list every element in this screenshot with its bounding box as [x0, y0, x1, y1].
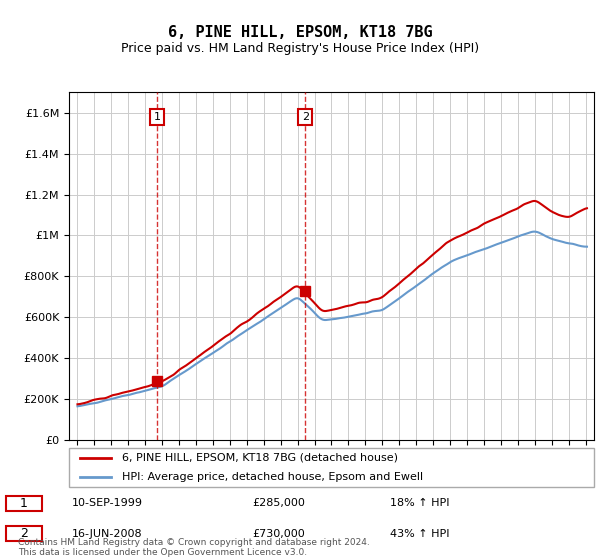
- Text: £730,000: £730,000: [252, 529, 305, 539]
- Text: 6, PINE HILL, EPSOM, KT18 7BG (detached house): 6, PINE HILL, EPSOM, KT18 7BG (detached …: [121, 453, 398, 463]
- Text: 43% ↑ HPI: 43% ↑ HPI: [390, 529, 449, 539]
- FancyBboxPatch shape: [69, 448, 594, 487]
- Text: Price paid vs. HM Land Registry's House Price Index (HPI): Price paid vs. HM Land Registry's House …: [121, 42, 479, 55]
- Text: 1: 1: [154, 112, 161, 122]
- Text: Contains HM Land Registry data © Crown copyright and database right 2024.
This d: Contains HM Land Registry data © Crown c…: [18, 538, 370, 557]
- Text: 2: 2: [20, 527, 28, 540]
- Text: 18% ↑ HPI: 18% ↑ HPI: [390, 498, 449, 508]
- Text: HPI: Average price, detached house, Epsom and Ewell: HPI: Average price, detached house, Epso…: [121, 473, 422, 482]
- Text: 1: 1: [20, 497, 28, 510]
- Text: 10-SEP-1999: 10-SEP-1999: [72, 498, 143, 508]
- Text: 6, PINE HILL, EPSOM, KT18 7BG: 6, PINE HILL, EPSOM, KT18 7BG: [167, 25, 433, 40]
- Text: £285,000: £285,000: [252, 498, 305, 508]
- FancyBboxPatch shape: [6, 496, 42, 511]
- Text: 2: 2: [302, 112, 309, 122]
- FancyBboxPatch shape: [6, 526, 42, 541]
- Text: 16-JUN-2008: 16-JUN-2008: [72, 529, 143, 539]
